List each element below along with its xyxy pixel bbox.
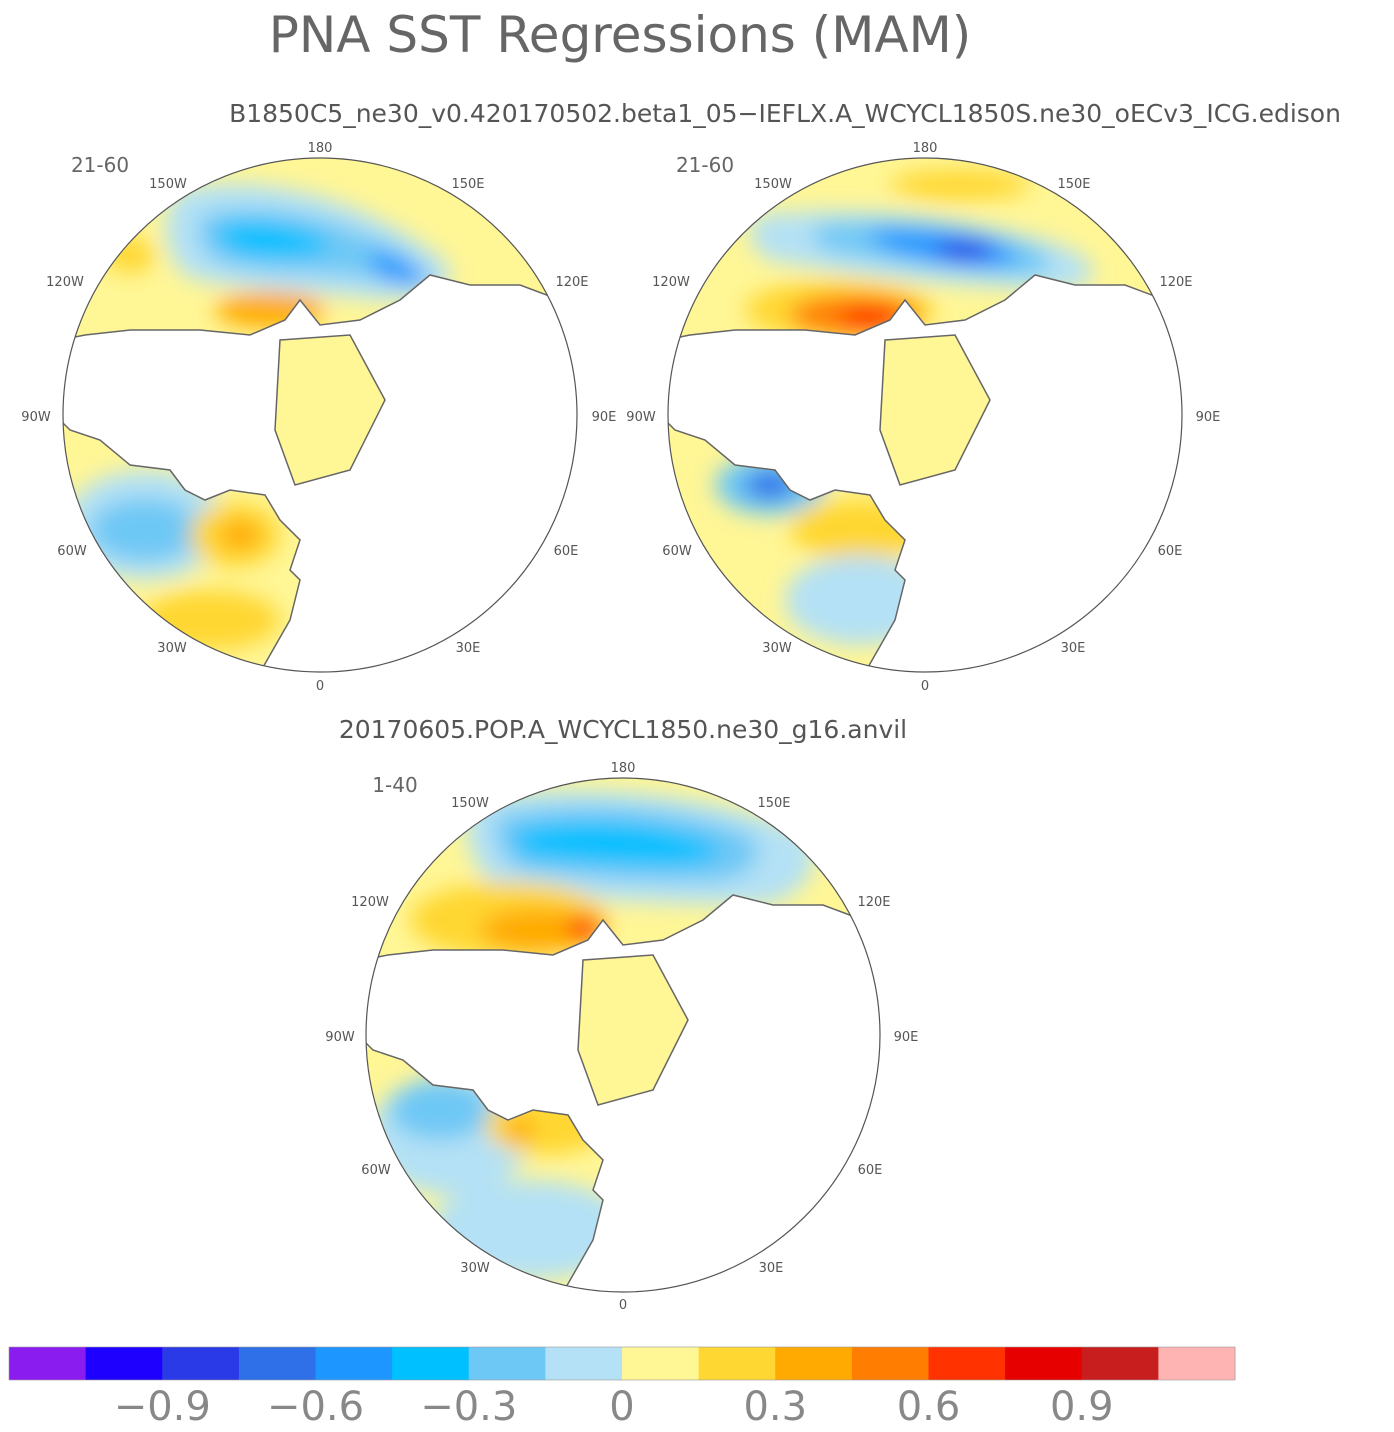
lon-label-90e: 90E <box>1196 410 1221 425</box>
anomaly-atl-negative-inner <box>90 498 200 562</box>
sst-field-top-right <box>668 158 1182 672</box>
land-top-left <box>63 274 577 672</box>
colorbar-tick-label: 0 <box>609 1384 634 1427</box>
colorbar-tick-label: 0.6 <box>897 1384 961 1427</box>
lon-label-150e: 150E <box>757 796 790 811</box>
colorbar-tick-label: −0.9 <box>114 1384 211 1427</box>
colorbar-outline <box>8 1346 1236 1381</box>
lon-label-30e: 30E <box>1061 641 1086 656</box>
colorbar-swatch <box>162 1347 240 1380</box>
lon-label-60w: 60W <box>662 544 692 559</box>
lon-label-90w: 90W <box>325 1030 355 1045</box>
subtitle-top: B1850C5_ne30_v0.420170502.beta1_05−IEFLX… <box>229 99 1341 128</box>
anomaly-gulf-alaska-mid <box>480 908 600 952</box>
lon-label-120w: 120W <box>46 275 84 290</box>
map-boundary-top-right <box>667 157 1183 673</box>
lon-label-0: 0 <box>619 1298 627 1313</box>
colorbar-tick-label: −0.6 <box>267 1384 364 1427</box>
colorbar-tick-label: 0.3 <box>743 1384 807 1427</box>
sst-field-top-left <box>63 158 577 672</box>
land-top-right <box>668 274 1182 672</box>
lon-label-150w: 150W <box>451 796 489 811</box>
lon-label-60e: 60E <box>554 544 579 559</box>
lon-label-90e: 90E <box>894 1030 919 1045</box>
lon-label-150e: 150E <box>451 177 484 192</box>
years-label-top-left: 21-60 <box>71 153 129 177</box>
colorbar-swatch <box>315 1347 393 1380</box>
colorbar: −0.9 −0.6 −0.3 0 0.3 0.6 0.9 <box>8 1346 1236 1430</box>
lon-label-30w: 30W <box>157 641 187 656</box>
map-panel-top-left: 21-60 180 150W 150E 120W 120E 90W 90E 60… <box>21 141 616 694</box>
map-panel-bottom: 1-40 180 150W 150E 120W 120E 90W 90E 60W… <box>325 761 918 1313</box>
lon-label-60e: 60E <box>858 1163 883 1178</box>
colorbar-swatch <box>622 1347 700 1380</box>
colorbar-swatch <box>238 1347 317 1380</box>
anomaly-kuroshio-core <box>370 250 430 286</box>
anomaly-np-strongest <box>935 240 995 260</box>
lon-label-150w: 150W <box>149 177 187 192</box>
lon-label-120e: 120E <box>1159 275 1192 290</box>
lon-label-0: 0 <box>316 679 324 694</box>
lon-label-90w: 90W <box>21 410 51 425</box>
land-bottom <box>366 894 880 1292</box>
lon-label-120e: 120E <box>857 895 890 910</box>
colorbar-swatch <box>1158 1347 1236 1380</box>
lon-label-30e: 30E <box>456 641 481 656</box>
anomaly-gulfstream-core <box>220 520 260 550</box>
colorbar-swatch <box>928 1347 1006 1380</box>
colorbar-swatch <box>851 1347 930 1380</box>
anomaly-atl-negative-inner <box>390 1080 490 1140</box>
colorbar-swatch <box>1005 1347 1083 1380</box>
anomaly-np-negative-core <box>515 821 720 867</box>
lon-label-30w: 30W <box>460 1261 490 1276</box>
lon-label-180: 180 <box>913 141 938 156</box>
lon-label-150e: 150E <box>1057 177 1090 192</box>
colorbar-swatch <box>85 1347 163 1380</box>
lon-label-180: 180 <box>308 141 333 156</box>
figure-title: PNA SST Regressions (MAM) <box>269 6 972 64</box>
colorbar-swatch <box>775 1347 853 1380</box>
map-panel-top-right: 21-60 180 150W 150E 120W 120E 90W 90E 60… <box>626 141 1220 694</box>
lon-label-60e: 60E <box>1158 544 1183 559</box>
lon-label-120w: 120W <box>652 275 690 290</box>
anomaly-gulfstream-core <box>505 1118 535 1142</box>
years-label-bottom: 1-40 <box>372 773 417 797</box>
lon-label-120w: 120W <box>351 895 389 910</box>
lon-label-180: 180 <box>611 761 636 776</box>
lon-label-30w: 30W <box>762 641 792 656</box>
lon-label-60w: 60W <box>361 1163 391 1178</box>
map-boundary-top-left <box>62 157 578 673</box>
colorbar-swatch <box>468 1347 546 1380</box>
colorbar-swatch <box>698 1347 776 1380</box>
colorbar-swatch <box>392 1347 470 1380</box>
colorbar-swatch <box>1081 1347 1159 1380</box>
map-boundary-bottom <box>365 777 881 1293</box>
lon-label-120e: 120E <box>555 275 588 290</box>
lon-label-90e: 90E <box>592 410 617 425</box>
lon-label-60w: 60W <box>57 544 87 559</box>
anomaly-np-negative-core <box>219 220 330 259</box>
lon-label-90w: 90W <box>626 410 656 425</box>
colorbar-swatch <box>545 1347 623 1380</box>
colorbar-tick-label: −0.3 <box>420 1384 517 1427</box>
lon-label-150w: 150W <box>754 177 792 192</box>
subtitle-bottom: 20170605.POP.A_WCYCL1850.ne30_g16.anvil <box>339 715 907 744</box>
colorbar-swatch <box>9 1347 87 1380</box>
colorbar-tick-label: 0.9 <box>1050 1384 1114 1427</box>
anomaly-ne-pacific-positive <box>890 170 1030 200</box>
sst-field-bottom <box>366 778 880 1292</box>
lon-label-0: 0 <box>921 679 929 694</box>
lon-label-30e: 30E <box>759 1261 784 1276</box>
years-label-top-right: 21-60 <box>676 153 734 177</box>
